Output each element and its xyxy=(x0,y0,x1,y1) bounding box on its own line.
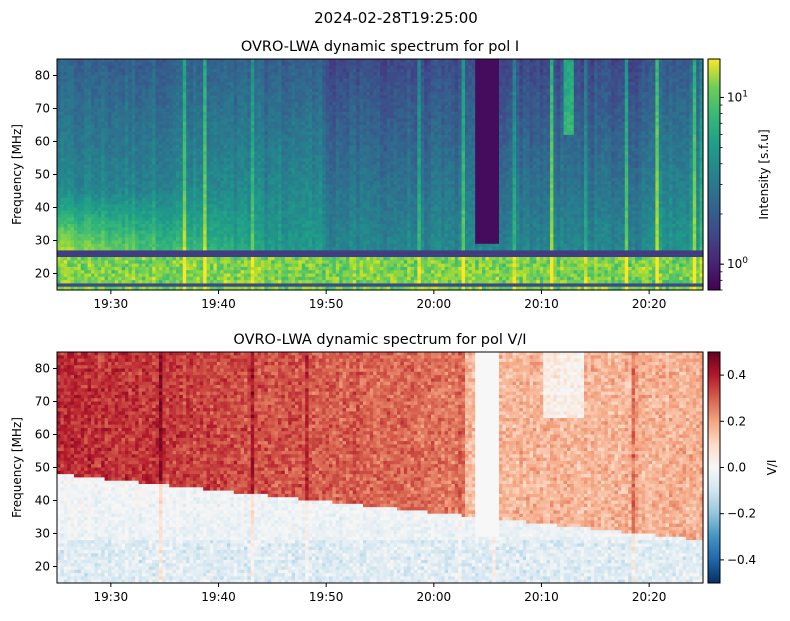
panel-pol-i: OVRO-LWA dynamic spectrum for pol I 19:3… xyxy=(10,39,771,311)
figure-suptitle: 2024-02-28T19:25:00 xyxy=(314,9,478,27)
pol-i-spectrogram xyxy=(57,59,704,291)
panel-1-title: OVRO-LWA dynamic spectrum for pol I xyxy=(241,39,519,55)
